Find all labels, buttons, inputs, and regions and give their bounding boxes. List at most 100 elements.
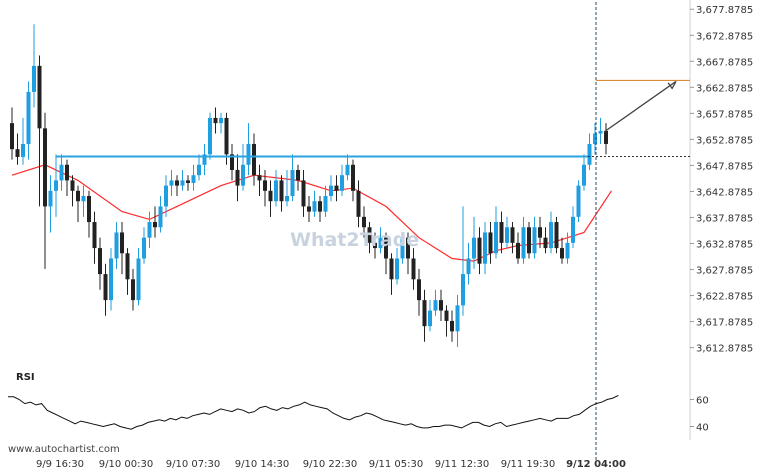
candle-body [169, 180, 174, 186]
x-tick-label: 9/12 04:00 [566, 459, 626, 470]
candle-body [213, 117, 218, 124]
candle [252, 133, 256, 186]
rsi-panel: RSI 60 40 [8, 372, 709, 434]
candle [219, 112, 223, 134]
candle-body [186, 180, 190, 183]
candle [241, 143, 245, 191]
candle [323, 185, 328, 217]
candle-body [356, 190, 361, 217]
candle-body [65, 164, 69, 181]
candle-body [499, 222, 504, 243]
candle-body [543, 237, 548, 249]
candle [136, 248, 141, 306]
candle [246, 123, 251, 176]
candle-body [516, 242, 520, 259]
candle [538, 216, 542, 249]
candle-body [257, 175, 262, 181]
x-tick-label: 9/9 16:30 [36, 459, 84, 470]
candle-body [142, 237, 146, 259]
candle [301, 169, 306, 217]
candle [395, 248, 399, 285]
candle-body [208, 117, 212, 155]
x-tick-label: 9/11 19:30 [501, 459, 555, 470]
candle [384, 232, 388, 275]
forecast-arrow-head [667, 81, 677, 90]
candle-body [164, 185, 168, 207]
candle-body [43, 128, 47, 207]
candle [318, 196, 322, 223]
candle [15, 133, 20, 165]
candle-body [389, 258, 394, 280]
candle [450, 310, 454, 342]
candle [125, 248, 130, 295]
candle-body [81, 196, 86, 202]
x-tick-label: 9/10 00:30 [99, 459, 153, 470]
candle-body [362, 216, 366, 228]
candle-body [197, 164, 201, 176]
candle [142, 227, 146, 264]
y-tick-label: 3,637.8785 [696, 213, 753, 224]
candle [406, 232, 410, 275]
site-url: www.autochartist.com [8, 444, 120, 455]
candle [114, 222, 119, 269]
candle [164, 175, 168, 217]
candle [593, 123, 597, 155]
y-tick-label: 3,627.8785 [696, 266, 753, 277]
candle [279, 175, 284, 212]
candle [455, 294, 460, 347]
candle-body [70, 180, 75, 191]
candle-body [565, 242, 570, 259]
candle [70, 175, 75, 207]
candle [422, 289, 427, 342]
candle-body [455, 305, 460, 332]
y-tick-label: 3,667.8785 [696, 57, 753, 68]
candle-body [307, 206, 311, 212]
candle [560, 237, 564, 264]
candle [527, 222, 531, 259]
candle [351, 159, 355, 202]
candle-body [422, 300, 427, 327]
candle-body [158, 206, 163, 228]
candle [598, 117, 603, 144]
candle [32, 24, 36, 108]
candle-body [301, 180, 306, 207]
candle [158, 196, 163, 233]
candle-body [103, 274, 108, 301]
candle [461, 206, 465, 316]
candle [345, 154, 350, 181]
candle [10, 107, 14, 160]
candle-body [483, 232, 487, 264]
candle [582, 154, 586, 191]
rsi-tick-label: 60 [696, 396, 709, 407]
candle [76, 185, 80, 223]
candle-body [109, 258, 113, 301]
x-tick-label: 9/10 22:30 [303, 459, 357, 470]
candle [37, 55, 42, 207]
candle [48, 175, 53, 233]
y-tick-label: 3,647.8785 [696, 161, 753, 172]
candle-body [285, 196, 289, 202]
candle [120, 222, 124, 275]
candle [92, 211, 97, 264]
candle-body [323, 196, 328, 212]
candle [21, 117, 25, 165]
candle [549, 211, 553, 254]
candle-body [461, 274, 465, 306]
candle-body [378, 237, 383, 249]
y-tick-label: 3,677.8785 [696, 5, 753, 16]
candle-body [477, 237, 482, 264]
candle-body [604, 130, 608, 144]
candle-body [444, 310, 449, 321]
candle [494, 206, 498, 259]
grid-lines [689, 0, 694, 440]
candle-body [246, 143, 251, 165]
candle-body [345, 164, 350, 176]
candle [378, 227, 383, 254]
candle [571, 206, 575, 249]
y-axis: 3,677.8785 3,672.8785 3,667.8785 3,662.8785… [696, 5, 753, 354]
y-tick-label: 3,662.8785 [696, 83, 753, 94]
candle-body [400, 237, 405, 259]
candle [235, 154, 240, 202]
candle-body [296, 169, 300, 181]
